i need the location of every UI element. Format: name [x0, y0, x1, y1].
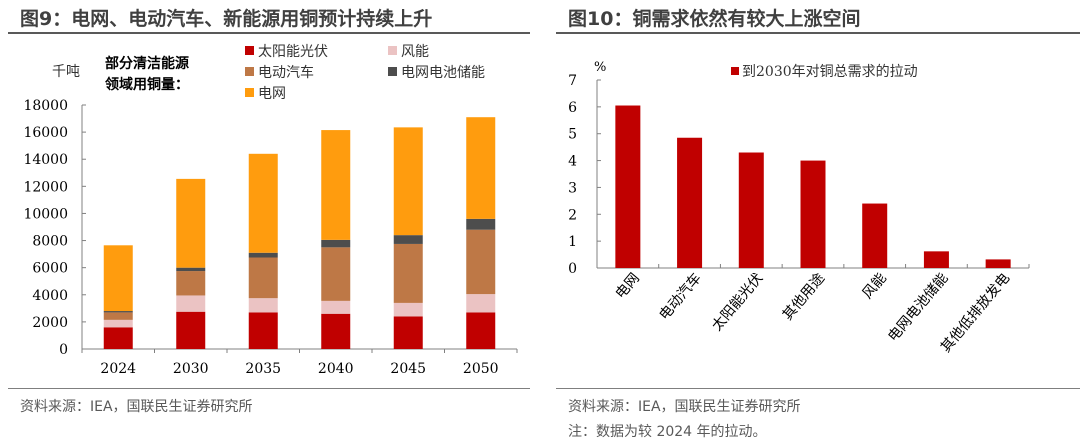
right-title: 图10：铜需求依然有较大上涨空间 [568, 8, 861, 30]
x-tick-label: 其他用途 [779, 270, 828, 324]
right-note: 注：数据为较 2024 年的拉动。 [568, 424, 767, 440]
y-tick-label: 0 [59, 342, 68, 358]
left-source: 资料来源：IEA，国联民生证券研究所 [20, 399, 253, 415]
legend-label: 电网 [258, 86, 286, 102]
legend-title-line1: 部分清洁能源 [105, 55, 189, 72]
x-tick-label: 2050 [463, 361, 499, 377]
y-unit-label: % [594, 60, 606, 75]
y-tick-label: 12000 [23, 179, 68, 195]
bar-2030-太阳能光伏 [176, 311, 206, 349]
y-tick-label: 8000 [32, 234, 68, 250]
bar-2050-电动汽车 [466, 229, 496, 295]
x-tick-label: 2045 [390, 361, 426, 377]
bar-2035-太阳能光伏 [248, 312, 278, 349]
x-tick-label: 2040 [318, 361, 354, 377]
y-tick-label: 4 [568, 154, 577, 170]
y-tick-label: 7 [568, 73, 577, 89]
bar-2035-电网电池储能 [248, 252, 278, 258]
bar-2024-风能 [103, 319, 133, 328]
right-source-rule [556, 388, 1080, 389]
bar-2045-电网 [393, 127, 423, 236]
bar-2030-电网电池储能 [176, 267, 206, 272]
y-tick-label: 3 [568, 180, 577, 196]
x-tick-label: 电网电池储能 [885, 270, 951, 345]
legend-swatch-太阳能光伏 [245, 46, 254, 55]
y-unit-label: 千吨 [52, 64, 80, 80]
y-tick-label: 0 [568, 261, 577, 277]
legend-label: 电网电池储能 [401, 65, 485, 81]
bar-太阳能光伏 [738, 152, 764, 268]
y-tick-label: 14000 [23, 152, 68, 168]
bar-2035-电网 [248, 153, 278, 253]
bar-2045-电动汽车 [393, 243, 423, 303]
bar-2030-风能 [176, 295, 206, 312]
legend-title-line2: 领域用铜量： [105, 76, 189, 93]
legend-swatch [731, 67, 739, 75]
y-tick-label: 10000 [23, 206, 68, 222]
y-tick-label: 6000 [32, 261, 68, 277]
bar-2035-风能 [248, 298, 278, 313]
x-tick-label: 2030 [173, 361, 209, 377]
bar-2040-电网 [321, 130, 351, 240]
left-title-rule [8, 32, 530, 34]
x-tick-label: 2035 [245, 361, 281, 377]
x-tick-label: 太阳能光伏 [709, 270, 766, 334]
legend-label: 太阳能光伏 [258, 44, 328, 60]
x-tick-label: 电网 [613, 270, 643, 302]
y-tick-label: 18000 [23, 98, 68, 114]
bar-2045-太阳能光伏 [393, 316, 423, 349]
y-tick-label: 6 [568, 100, 577, 116]
bar-电网 [615, 105, 641, 268]
legend-swatch-电动汽车 [245, 67, 254, 76]
x-tick-label: 风能 [860, 270, 890, 302]
bar-2040-电网电池储能 [321, 239, 351, 248]
bar-2024-电动汽车 [103, 312, 133, 320]
left-title: 图9：电网、电动汽车、新能源用铜预计持续上升 [20, 8, 433, 30]
left-source-rule [8, 388, 530, 389]
x-tick-label: 2024 [100, 361, 136, 377]
y-tick-label: 2000 [32, 315, 68, 331]
bar-2045-风能 [393, 302, 423, 317]
legend-swatch-风能 [388, 46, 397, 55]
legend-swatch-电网电池储能 [388, 67, 397, 76]
bar-电网电池储能 [923, 251, 949, 268]
y-tick-label: 16000 [23, 125, 68, 141]
bar-2030-电网 [176, 178, 206, 268]
bar-电动汽车 [677, 137, 703, 268]
right-title-rule [556, 32, 1080, 34]
bar-2050-电网电池储能 [466, 218, 496, 230]
legend-label: 电动汽车 [258, 64, 314, 81]
legend-label: 风能 [401, 44, 429, 60]
bar-2050-太阳能光伏 [466, 312, 496, 349]
y-tick-label: 5 [568, 127, 577, 143]
bar-2040-风能 [321, 300, 351, 314]
bar-2045-电网电池储能 [393, 235, 423, 244]
y-tick-label: 1 [568, 234, 577, 250]
legend-swatch-电网 [245, 88, 254, 97]
bar-其他用途 [800, 160, 826, 268]
bar-风能 [862, 203, 888, 268]
bar-2050-电网 [466, 117, 496, 219]
bar-2030-电动汽车 [176, 271, 206, 296]
bar-2040-太阳能光伏 [321, 313, 351, 349]
bar-2024-电网 [103, 245, 133, 312]
x-tick-label: 电动汽车 [656, 270, 705, 324]
bar-2035-电动汽车 [248, 257, 278, 299]
bar-2024-太阳能光伏 [103, 327, 133, 349]
bar-2050-风能 [466, 294, 496, 313]
right-source: 资料来源：IEA，国联民生证券研究所 [568, 399, 801, 415]
bar-其他低排放发电 [985, 259, 1011, 268]
legend-label: 到2030年对铜总需求的拉动 [742, 64, 918, 80]
bar-2040-电动汽车 [321, 247, 351, 301]
bar-2024-电网电池储能 [103, 311, 133, 313]
y-tick-label: 2 [568, 207, 577, 223]
y-tick-label: 4000 [32, 288, 68, 304]
